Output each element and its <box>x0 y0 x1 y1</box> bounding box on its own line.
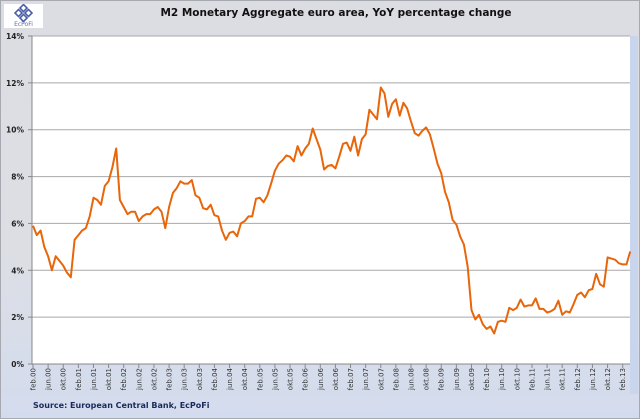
x-tick-label: jun.01 <box>90 368 98 391</box>
y-tick-label: 2% <box>11 313 24 322</box>
x-tick-label: okt.07 <box>377 368 385 390</box>
x-tick-label: okt.05 <box>287 368 295 390</box>
x-tick-label: okt.12 <box>604 368 612 390</box>
x-tick-label: feb.10 <box>483 368 491 390</box>
y-tick-label: 8% <box>11 173 24 182</box>
y-tick-label: 0% <box>11 360 24 369</box>
x-tick-label: feb.09 <box>438 368 446 390</box>
plot-area <box>32 36 630 364</box>
x-tick-label: jun.05 <box>271 368 279 391</box>
x-tick-label: okt.03 <box>196 368 204 390</box>
y-tick-label: 4% <box>11 266 24 275</box>
x-tick-label: jun.06 <box>317 367 325 390</box>
x-tick-label: okt.00 <box>60 368 68 390</box>
x-tick-label: feb.11 <box>528 368 536 390</box>
x-tick-label: feb.04 <box>211 367 219 390</box>
x-tick-label: jun.03 <box>181 368 189 391</box>
x-tick-label: jun.02 <box>135 368 143 391</box>
logo-text: EcPoFi <box>14 21 33 28</box>
x-tick-label: feb.12 <box>574 368 582 390</box>
x-tick-label: jun.09 <box>453 368 461 391</box>
x-tick-label: feb.07 <box>347 368 355 390</box>
y-tick-label: 12% <box>6 79 24 88</box>
plot-right-edge <box>630 36 638 394</box>
ecpofi-logo: EcPoFi <box>4 4 43 28</box>
y-tick-label: 10% <box>6 126 24 135</box>
y-tick-label: 14% <box>6 32 24 41</box>
x-tick-label: feb.13 <box>619 368 627 390</box>
x-tick-label: okt.09 <box>468 368 476 390</box>
x-tick-label: okt.11 <box>559 368 567 390</box>
x-tick-label: feb.08 <box>392 368 400 390</box>
x-tick-label: okt.08 <box>423 368 431 390</box>
x-tick-label: jun.08 <box>408 368 416 391</box>
chart-title: M2 Monetary Aggregate euro area, YoY per… <box>160 7 512 19</box>
x-tick-label: feb.03 <box>166 368 174 390</box>
x-tick-label: feb.06 <box>302 367 310 390</box>
x-tick-label: feb.05 <box>256 368 264 390</box>
x-tick-label: okt.02 <box>150 368 158 390</box>
x-tick-label: feb.02 <box>120 368 128 390</box>
x-tick-label: okt.04 <box>241 367 249 390</box>
x-tick-label: okt.10 <box>513 368 521 390</box>
logo-emblem-icon <box>13 4 34 23</box>
x-tick-label: jun.00 <box>45 368 53 391</box>
x-tick-label: jun.10 <box>498 368 506 391</box>
x-tick-label: jun.11 <box>544 368 552 391</box>
series-line <box>32 86 632 335</box>
source-note: Source: European Central Bank, EcPoFi <box>33 401 210 410</box>
x-tick-label: feb.01 <box>75 368 83 390</box>
x-tick-label: okt.06 <box>332 367 340 390</box>
x-tick-label: jun.07 <box>362 368 370 391</box>
x-tick-label: okt.01 <box>105 368 113 390</box>
x-tick-label: jun.04 <box>226 367 234 390</box>
y-tick-label: 6% <box>11 219 24 228</box>
x-tick-label: jun.12 <box>589 368 597 391</box>
x-tick-label: feb.00 <box>30 368 38 390</box>
